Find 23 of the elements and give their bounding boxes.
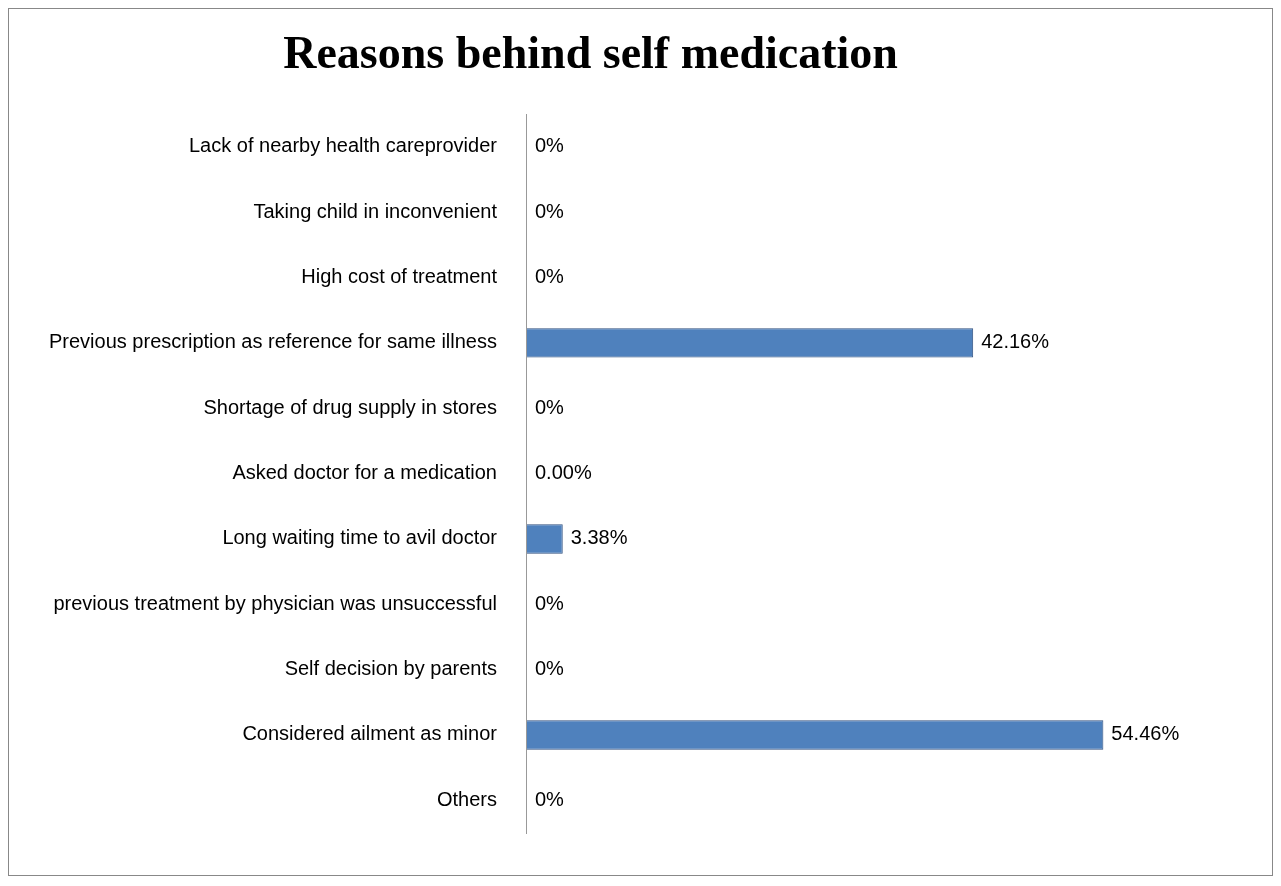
data-label: 3.38%	[570, 526, 628, 549]
data-label: 0%	[534, 657, 565, 680]
y-tick-label: Previous prescription as reference for same illness	[49, 330, 497, 353]
data-label: 0%	[534, 787, 565, 810]
data-label: 0%	[534, 265, 565, 288]
y-tick-label: Shortage of drug supply in stores	[203, 395, 497, 418]
y-tick-label: Lack of nearby health careprovider	[189, 134, 498, 157]
data-label: 0%	[534, 199, 565, 222]
y-tick-label: Long waiting time to avil doctor	[222, 526, 498, 549]
data-label: 0%	[534, 395, 565, 418]
data-label: 42.16%	[981, 330, 1050, 353]
y-tick-label: High cost of treatment	[301, 265, 498, 288]
y-tick-label: previous treatment by physician was unsuccessful	[53, 591, 497, 614]
data-label: 54.46%	[1111, 722, 1180, 745]
data-label: 0%	[534, 591, 565, 614]
y-tick-label: Taking child in inconvenient	[253, 199, 498, 222]
data-label: 0.00%	[534, 461, 592, 484]
y-tick-label: Asked doctor for a medication	[232, 461, 497, 484]
y-tick-label: Others	[436, 787, 497, 810]
chart-title: Reasons behind self medication	[283, 27, 898, 79]
y-tick-label: Considered ailment as minor	[242, 722, 498, 745]
data-label: 0%	[534, 134, 565, 157]
y-tick-label: Self decision by parents	[284, 657, 497, 680]
